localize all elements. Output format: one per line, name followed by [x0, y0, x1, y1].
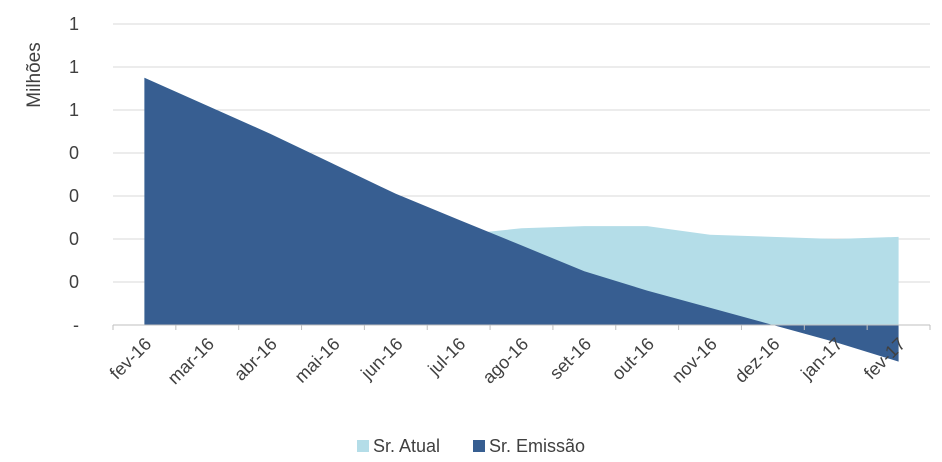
x-tick-label: jun-16 [356, 334, 406, 384]
legend-label: Sr. Atual [373, 436, 440, 456]
x-tick-label: fev-16 [106, 334, 156, 384]
legend: Sr. Atual Sr. Emissão [357, 436, 585, 456]
legend-swatch [357, 440, 369, 452]
x-tick-label: jul-16 [423, 334, 469, 380]
x-tick-label: out-16 [608, 334, 658, 384]
legend-label: Sr. Emissão [489, 436, 585, 456]
y-tick-label: 1 [69, 57, 79, 77]
y-axis: - 0 0 0 0 1 1 1 [69, 14, 79, 335]
x-tick-label: mai-16 [291, 334, 344, 387]
y-axis-title: Milhões [24, 42, 45, 107]
y-tick-label: 0 [69, 229, 79, 249]
y-tick-label: 0 [69, 272, 79, 292]
y-tick-label: 0 [69, 143, 79, 163]
y-tick-label: 0 [69, 186, 79, 206]
x-tick-label: mar-16 [164, 334, 218, 388]
x-axis: fev-16 mar-16 abr-16 mai-16 jun-16 jul-16 ago-… [106, 324, 931, 388]
series-area [144, 77, 899, 362]
legend-swatch [473, 440, 485, 452]
x-tick-label: jan-17 [796, 334, 846, 384]
x-tick-label: abr-16 [230, 334, 281, 385]
y-tick-label: 1 [69, 14, 79, 34]
x-tick-label: nov-16 [668, 334, 721, 387]
x-tick-label: ago-16 [479, 334, 533, 388]
chart-areas [144, 77, 899, 362]
x-tick-label: set-16 [546, 334, 596, 384]
x-tick-label: dez-16 [731, 334, 784, 387]
y-tick-label: - [73, 315, 79, 335]
y-tick-label: 1 [69, 100, 79, 120]
